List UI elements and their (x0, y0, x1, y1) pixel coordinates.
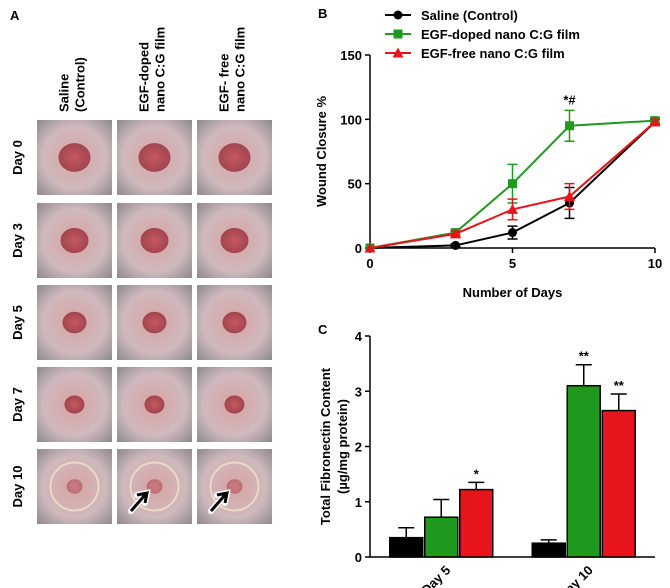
wound (222, 311, 247, 334)
bar (566, 384, 601, 558)
wound (64, 395, 85, 414)
y-tick-label: 1 (355, 495, 362, 510)
column-label: (Control) (73, 57, 88, 112)
marker (508, 179, 517, 189)
wound (220, 227, 249, 254)
column-label: nano C:G film (233, 27, 248, 112)
y-tick-label: 150 (340, 48, 362, 63)
row-label: Day 7 (10, 387, 25, 422)
y-tick-label: 2 (355, 440, 362, 455)
error-bar (610, 393, 627, 411)
error-bar (433, 498, 450, 518)
y-tick-label: 50 (348, 177, 362, 192)
y-axis-label: Wound Closure % (314, 96, 329, 207)
column-label: nano C:G film (153, 27, 168, 112)
wound (144, 395, 165, 414)
row-label: Day 3 (10, 223, 25, 258)
column-label: EGF-doped (137, 42, 152, 112)
x-tick-label: 5 (509, 256, 516, 271)
column-label: EGF- free (217, 53, 232, 112)
wound (66, 479, 83, 494)
x-tick-label: Day 5 (418, 563, 453, 588)
arrow (209, 491, 229, 512)
column-label: Saline (57, 74, 72, 112)
y-tick-label: 0 (355, 241, 362, 256)
bar (424, 516, 459, 558)
legend-marker (393, 10, 403, 20)
significance-label: * (474, 466, 480, 481)
wound (58, 143, 91, 172)
bar (459, 488, 494, 558)
error-bar (398, 526, 415, 538)
wound (60, 227, 89, 254)
marker (508, 228, 517, 238)
wound (224, 395, 245, 414)
marker (450, 228, 461, 239)
marker (507, 203, 518, 214)
significance-label: ** (614, 378, 625, 393)
y-tick-label: 100 (340, 112, 362, 127)
legend-label: EGF-free nano C:G film (421, 46, 565, 61)
y-axis-label: (µg/mg protein) (335, 399, 350, 494)
wound (140, 227, 169, 254)
row-label: Day 10 (10, 466, 25, 508)
row-label: Day 5 (10, 305, 25, 340)
marker (364, 242, 376, 253)
dressing-ring (129, 461, 180, 512)
marker (451, 240, 460, 250)
row-label: Day 0 (10, 140, 25, 175)
legend-marker (392, 47, 404, 58)
significance-label: *# (563, 92, 576, 107)
marker (649, 116, 661, 127)
panel-label: C (318, 322, 328, 337)
y-tick-label: 3 (355, 384, 362, 399)
wound (142, 311, 167, 334)
y-axis-label: Total Fibronectin Content (318, 367, 333, 525)
arrow (129, 491, 149, 512)
x-tick-label: 10 (648, 256, 662, 271)
error-bar (468, 481, 485, 490)
dressing-ring (49, 461, 100, 512)
x-axis-label: Number of Days (463, 285, 563, 300)
y-tick-label: 4 (355, 329, 363, 344)
legend-label: EGF-doped nano C:G film (421, 27, 580, 42)
significance-label: ** (579, 349, 590, 364)
legend-label: Saline (Control) (421, 8, 518, 23)
dressing-ring (209, 461, 260, 512)
error-bar (575, 363, 592, 386)
x-tick-label: 0 (366, 256, 373, 271)
wound (218, 143, 251, 172)
photo-grid (37, 120, 272, 524)
marker (565, 121, 574, 131)
wound (62, 311, 87, 334)
bar (389, 536, 424, 558)
y-tick-label: 0 (355, 550, 362, 565)
marker (564, 191, 575, 202)
panel-label: B (318, 6, 327, 21)
panel-label: A (10, 8, 20, 23)
bar (601, 409, 636, 558)
x-tick-label: Day 10 (556, 563, 596, 588)
bar (531, 542, 566, 558)
wound (138, 143, 171, 172)
legend-marker (393, 29, 403, 39)
